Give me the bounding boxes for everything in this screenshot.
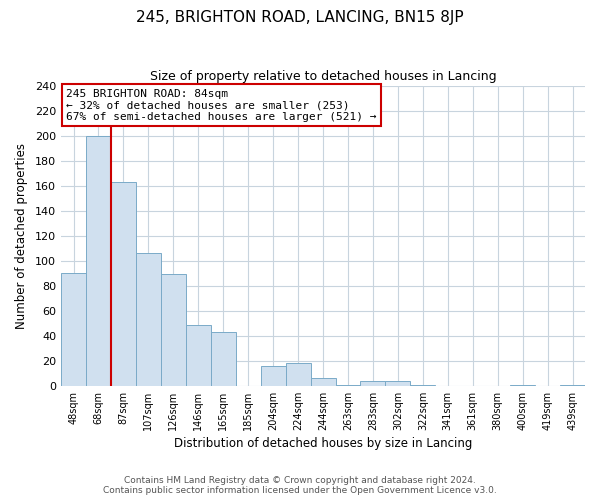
Bar bbox=[385, 381, 410, 386]
Bar bbox=[311, 378, 335, 386]
Bar bbox=[410, 384, 436, 386]
Bar bbox=[61, 273, 86, 386]
Bar bbox=[211, 332, 236, 386]
Title: Size of property relative to detached houses in Lancing: Size of property relative to detached ho… bbox=[150, 70, 496, 83]
Bar bbox=[136, 253, 161, 386]
Bar bbox=[510, 384, 535, 386]
Bar bbox=[286, 364, 311, 386]
Text: 245 BRIGHTON ROAD: 84sqm
← 32% of detached houses are smaller (253)
67% of semi-: 245 BRIGHTON ROAD: 84sqm ← 32% of detach… bbox=[66, 88, 377, 122]
Y-axis label: Number of detached properties: Number of detached properties bbox=[15, 142, 28, 328]
Bar bbox=[260, 366, 286, 386]
Bar bbox=[86, 136, 111, 386]
Text: 245, BRIGHTON ROAD, LANCING, BN15 8JP: 245, BRIGHTON ROAD, LANCING, BN15 8JP bbox=[136, 10, 464, 25]
Bar bbox=[186, 324, 211, 386]
Bar bbox=[161, 274, 186, 386]
Text: Contains HM Land Registry data © Crown copyright and database right 2024.
Contai: Contains HM Land Registry data © Crown c… bbox=[103, 476, 497, 495]
X-axis label: Distribution of detached houses by size in Lancing: Distribution of detached houses by size … bbox=[174, 437, 472, 450]
Bar bbox=[111, 182, 136, 386]
Bar bbox=[560, 384, 585, 386]
Bar bbox=[361, 381, 385, 386]
Bar bbox=[335, 384, 361, 386]
